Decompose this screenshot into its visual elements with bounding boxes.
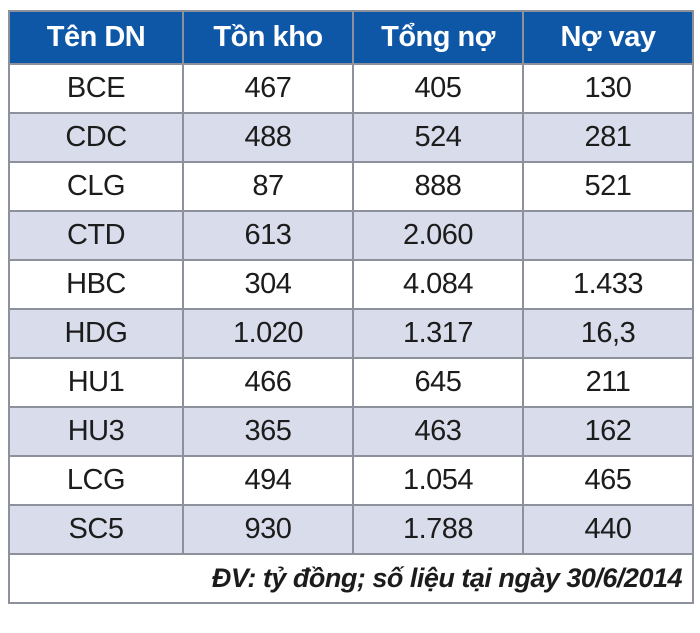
table-row: HBC 304 4.084 1.433 [8,259,694,310]
table-row: CDC 488 524 281 [8,112,694,163]
cell-no-vay [522,210,694,261]
cell-no-vay: 1.433 [522,259,694,310]
cell-tong-no: 888 [352,161,524,212]
table-row: HDG 1.020 1.317 16,3 [8,308,694,359]
cell-no-vay: 211 [522,357,694,408]
cell-no-vay: 130 [522,63,694,114]
financial-table: Tên DN Tồn kho Tổng nợ Nợ vay BCE 467 40… [8,10,694,604]
cell-ton-kho: 87 [182,161,354,212]
table-row: HU1 466 645 211 [8,357,694,408]
cell-ton-kho: 467 [182,63,354,114]
cell-no-vay: 465 [522,455,694,506]
cell-ton-kho: 1.020 [182,308,354,359]
cell-ton-kho: 365 [182,406,354,457]
footnote-text: ĐV: tỷ đồng; số liệu tại ngày 30/6/2014 [8,553,694,604]
cell-no-vay: 162 [522,406,694,457]
cell-tong-no: 4.084 [352,259,524,310]
cell-ticker: HBC [8,259,184,310]
cell-ticker: BCE [8,63,184,114]
cell-tong-no: 1.054 [352,455,524,506]
cell-ton-kho: 613 [182,210,354,261]
cell-no-vay: 281 [522,112,694,163]
table-row: BCE 467 405 130 [8,63,694,114]
cell-ticker: LCG [8,455,184,506]
column-header-tong-no: Tổng nợ [352,10,524,65]
cell-no-vay: 16,3 [522,308,694,359]
cell-ton-kho: 488 [182,112,354,163]
footer-row: ĐV: tỷ đồng; số liệu tại ngày 30/6/2014 [8,553,694,604]
table-body: BCE 467 405 130 CDC 488 524 281 CLG 87 8… [8,63,694,555]
cell-tong-no: 1.317 [352,308,524,359]
cell-ton-kho: 494 [182,455,354,506]
cell-ton-kho: 304 [182,259,354,310]
cell-ticker: SC5 [8,504,184,555]
column-header-ten-dn: Tên DN [8,10,184,65]
table-header: Tên DN Tồn kho Tổng nợ Nợ vay [8,10,694,65]
table-row: CLG 87 888 521 [8,161,694,212]
cell-tong-no: 1.788 [352,504,524,555]
table-row: CTD 613 2.060 [8,210,694,261]
cell-ton-kho: 930 [182,504,354,555]
cell-no-vay: 521 [522,161,694,212]
column-header-no-vay: Nợ vay [522,10,694,65]
cell-tong-no: 524 [352,112,524,163]
header-row: Tên DN Tồn kho Tổng nợ Nợ vay [8,10,694,65]
cell-no-vay: 440 [522,504,694,555]
financial-table-container: Tên DN Tồn kho Tổng nợ Nợ vay BCE 467 40… [8,10,694,604]
table-row: HU3 365 463 162 [8,406,694,457]
cell-ticker: CDC [8,112,184,163]
table-footer: ĐV: tỷ đồng; số liệu tại ngày 30/6/2014 [8,553,694,604]
cell-ton-kho: 466 [182,357,354,408]
cell-tong-no: 2.060 [352,210,524,261]
table-row: SC5 930 1.788 440 [8,504,694,555]
cell-ticker: HU3 [8,406,184,457]
table-row: LCG 494 1.054 465 [8,455,694,506]
cell-tong-no: 645 [352,357,524,408]
cell-ticker: CLG [8,161,184,212]
cell-ticker: HU1 [8,357,184,408]
cell-tong-no: 405 [352,63,524,114]
cell-ticker: CTD [8,210,184,261]
cell-tong-no: 463 [352,406,524,457]
column-header-ton-kho: Tồn kho [182,10,354,65]
cell-ticker: HDG [8,308,184,359]
